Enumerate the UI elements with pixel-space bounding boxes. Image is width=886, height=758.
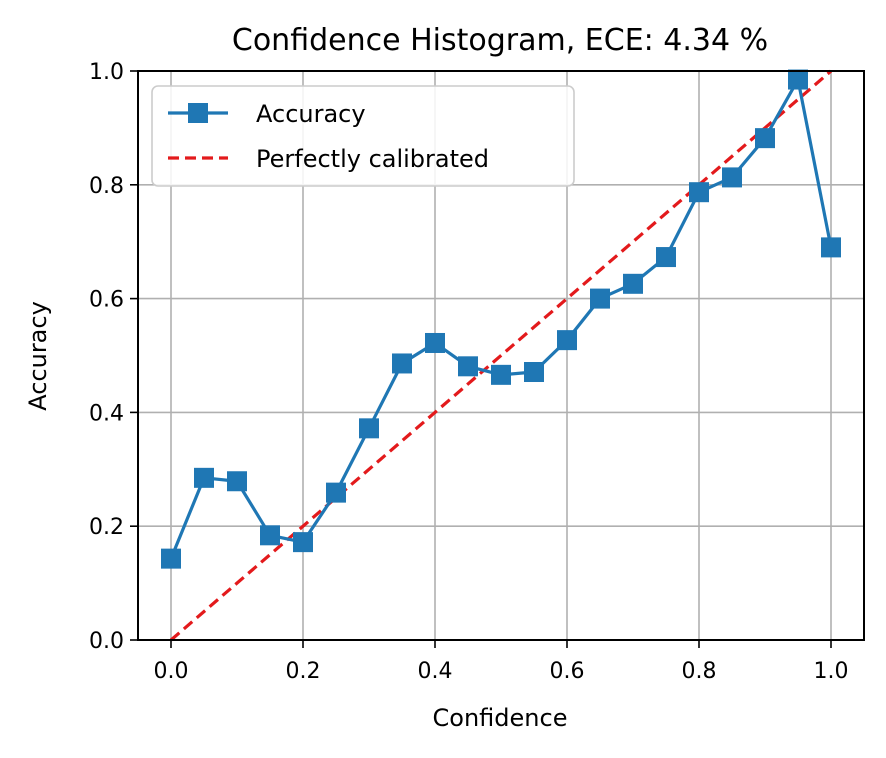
y-tick-label: 0.0 (89, 629, 124, 654)
accuracy-point (821, 237, 841, 258)
accuracy-point (755, 128, 775, 149)
accuracy-point (491, 364, 511, 385)
legend-box (151, 85, 575, 187)
plot-area: 0.0 0.2 0.4 0.6 0.8 1.0 0.0 0.2 0.4 0.6 0.8 1.0 Accu… (89, 60, 865, 684)
x-axis-label: Confidence (433, 704, 568, 732)
accuracy-point (161, 548, 181, 569)
y-tick-label: 0.2 (89, 515, 124, 540)
y-tick-label: 1.0 (89, 60, 124, 85)
accuracy-point (689, 182, 709, 203)
accuracy-point (425, 332, 445, 353)
axes-frame (137, 70, 865, 641)
accuracy-point (458, 356, 478, 377)
legend-calibrated-label: Perfectly calibrated (256, 145, 489, 173)
accuracy-point (788, 69, 808, 90)
accuracy-point (656, 247, 676, 268)
accuracy-point (359, 418, 379, 439)
legend-accuracy-label: Accuracy (256, 100, 366, 128)
x-tick-label: 0.4 (418, 659, 453, 684)
x-tick-label: 0.6 (550, 659, 585, 684)
accuracy-point (227, 471, 247, 492)
x-tick-label: 1.0 (814, 659, 849, 684)
y-tick-label: 0.6 (89, 288, 124, 313)
accuracy-point (194, 467, 214, 488)
y-tick-label: 0.4 (89, 401, 124, 426)
y-tick-label: 0.8 (89, 174, 124, 199)
legend-accuracy-marker (188, 103, 208, 123)
accuracy-point (293, 532, 313, 553)
accuracy-point (326, 482, 346, 503)
accuracy-point (722, 167, 742, 188)
accuracy-point (392, 353, 412, 374)
y-axis-label: Accuracy (24, 301, 52, 411)
perfectly-calibrated-line (169, 69, 833, 642)
accuracy-point (590, 288, 610, 309)
x-tick-label: 0.8 (682, 659, 717, 684)
x-tick-label: 0.0 (154, 659, 189, 684)
accuracy-point (524, 362, 544, 383)
accuracy-point (260, 525, 280, 546)
accuracy-point (557, 330, 577, 351)
accuracy-point (623, 273, 643, 294)
x-tick-label: 0.2 (286, 659, 321, 684)
chart-title: Confidence Histogram, ECE: 4.34 % (232, 23, 768, 58)
